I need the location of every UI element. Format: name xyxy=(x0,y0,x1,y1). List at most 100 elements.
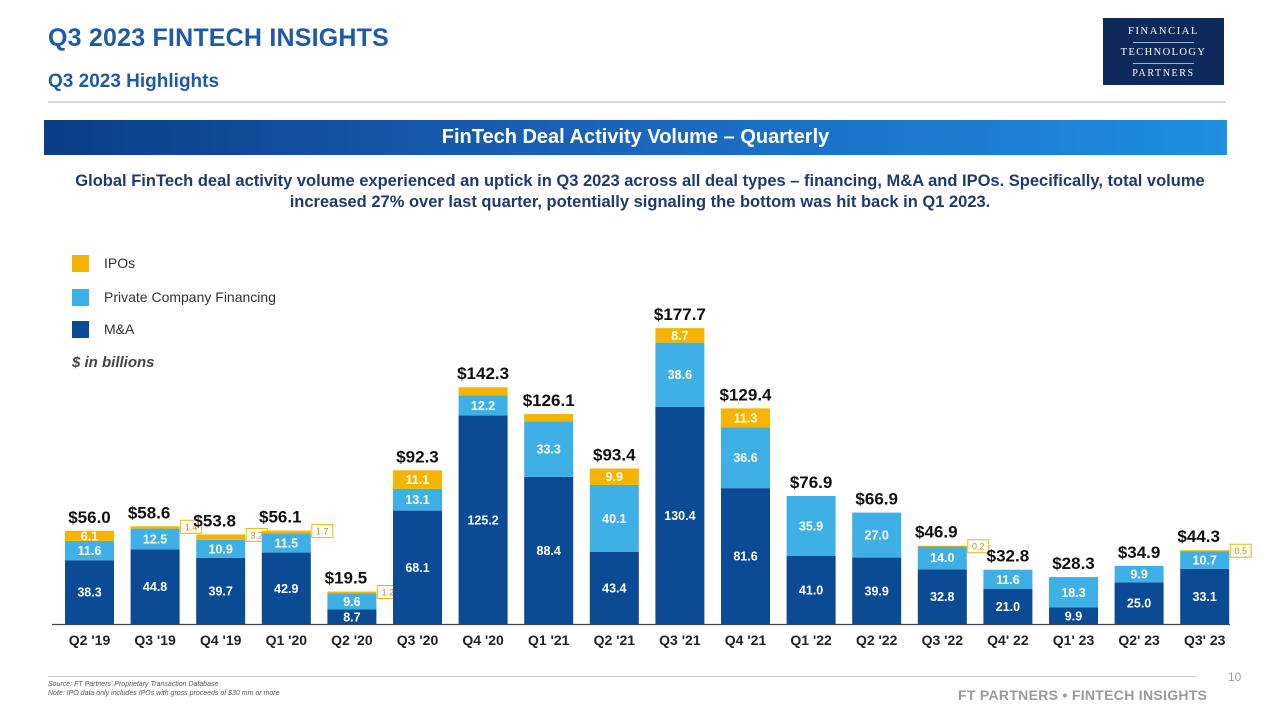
legend-label: Private Company Financing xyxy=(104,289,276,305)
total-label: $93.4 xyxy=(593,445,636,464)
ipo-callout-box xyxy=(967,539,990,554)
data-label-ipos: 0.2 xyxy=(972,542,985,552)
logo-rule xyxy=(1133,42,1194,43)
data-label-ma: 88.4 xyxy=(537,544,561,558)
logo-rule xyxy=(1133,63,1194,64)
total-label: $126.1 xyxy=(523,391,575,410)
legend-swatch-financing xyxy=(72,289,89,306)
data-label-ma: 32.8 xyxy=(930,590,954,604)
data-label-ma: 81.6 xyxy=(733,550,757,564)
data-label-ma: 33.1 xyxy=(1193,590,1217,604)
logo-line-2: TECHNOLOGY xyxy=(1120,47,1207,58)
total-label: $28.3 xyxy=(1052,554,1095,573)
bar-segment-financing xyxy=(261,533,311,553)
legend-label: IPOs xyxy=(104,255,136,271)
legend-label: M&A xyxy=(104,321,135,337)
bar-segment-ipos xyxy=(65,530,114,541)
bar-segment-ma xyxy=(393,510,442,624)
bar-segment-financing xyxy=(65,540,114,561)
x-tick-label: Q3 '19 xyxy=(134,632,176,648)
total-label: $76.9 xyxy=(790,473,833,492)
bar-segment-ipos xyxy=(130,526,180,529)
bar-segment-ma xyxy=(589,551,639,624)
source-note: Source: FT Partners' Proprietary Transac… xyxy=(48,680,280,698)
data-label-financing: 35.9 xyxy=(799,519,823,533)
bar-segment-financing xyxy=(327,593,377,610)
bar-segment-ma xyxy=(130,549,180,624)
bar-segment-ma xyxy=(524,476,574,624)
data-label-financing: 36.6 xyxy=(733,451,757,465)
data-label-ma: 21.0 xyxy=(996,600,1020,614)
bar-segment-ipos xyxy=(721,408,770,428)
data-label-ipos: 11.3 xyxy=(734,411,758,425)
ipo-callout-box xyxy=(311,524,334,539)
total-label: $44.3 xyxy=(1177,527,1220,546)
data-label-ipos: 3.2 xyxy=(250,530,263,540)
data-label-ma: 39.9 xyxy=(865,584,889,598)
data-label-ma: 25.0 xyxy=(1127,597,1151,611)
data-label-financing: 38.6 xyxy=(668,368,692,382)
data-label-financing: 11.6 xyxy=(996,573,1020,587)
chart-description: Global FinTech deal activity volume expe… xyxy=(75,172,1205,211)
x-tick-label: Q3 '22 xyxy=(922,632,964,648)
x-tick-label: Q4 '20 xyxy=(462,632,504,648)
ipo-callout-box xyxy=(180,519,203,534)
x-tick-label: Q1' 23 xyxy=(1053,632,1095,648)
bar-segment-financing xyxy=(1180,551,1230,569)
data-label-ma: 43.4 xyxy=(602,581,626,595)
ipo-callout-box xyxy=(1229,543,1252,558)
data-label-ma: 8.7 xyxy=(343,610,360,624)
bar-segment-ma xyxy=(65,560,114,624)
total-label: $58.6 xyxy=(128,503,171,522)
data-label-ma: 130.4 xyxy=(664,509,695,523)
bar-segment-ipos xyxy=(917,545,967,547)
data-label-financing: 13.1 xyxy=(405,493,429,507)
data-label-ma: 41.0 xyxy=(799,583,823,597)
x-tick-label: Q3 '21 xyxy=(659,632,701,648)
total-label: $32.8 xyxy=(987,547,1030,566)
bar-segment-ma xyxy=(917,569,967,624)
bar-segment-financing xyxy=(196,539,246,558)
bar-segment-ma xyxy=(1180,568,1230,624)
x-tick-label: Q2 '21 xyxy=(594,632,636,648)
bar-segment-financing xyxy=(917,546,967,570)
bar-segment-ma xyxy=(786,555,836,624)
data-label-financing: 12.5 xyxy=(143,533,167,547)
bar-segment-ipos xyxy=(327,591,377,594)
legend-swatch-ipos xyxy=(72,255,89,272)
data-label-ma: 125.2 xyxy=(467,513,498,527)
bar-segment-financing xyxy=(1114,565,1164,583)
data-label-ma: 38.3 xyxy=(77,586,101,600)
total-label: $34.9 xyxy=(1118,543,1161,562)
x-tick-label: Q2' 23 xyxy=(1118,632,1160,648)
bar-segment-financing xyxy=(786,495,836,556)
data-label-financing: 33.3 xyxy=(537,443,561,457)
bar-segment-financing xyxy=(524,421,574,477)
data-label-financing: 12.2 xyxy=(471,399,495,413)
data-label-financing: 27.0 xyxy=(865,529,889,543)
x-tick-label: Q3' 23 xyxy=(1184,632,1226,648)
bar-segment-ma xyxy=(1049,607,1098,624)
logo-line-1: FINANCIAL xyxy=(1128,26,1199,37)
bar-segment-ipos xyxy=(524,414,574,422)
data-label-financing: 40.1 xyxy=(602,512,626,526)
bar-segment-ma xyxy=(721,488,770,624)
data-label-ma: 39.7 xyxy=(209,584,233,598)
bar-segment-ma xyxy=(196,557,246,624)
logo-line-3: PARTNERS xyxy=(1132,68,1195,79)
note-line: Note: IPO data only includes IPOs with g… xyxy=(48,690,280,697)
bar-segment-financing xyxy=(393,488,442,511)
total-label: $56.0 xyxy=(68,508,111,527)
data-label-financing: 9.6 xyxy=(343,595,360,609)
total-label: $129.4 xyxy=(720,385,773,404)
x-tick-label: Q2 '19 xyxy=(69,632,111,648)
data-label-ipos: 1.7 xyxy=(316,527,329,537)
data-label-ma: 68.1 xyxy=(405,561,429,575)
footer-divider xyxy=(48,676,1196,677)
data-label-financing: 11.6 xyxy=(78,544,102,558)
page-number: 10 xyxy=(1228,670,1242,684)
data-label-ma: 42.9 xyxy=(274,582,298,596)
total-label: $56.1 xyxy=(259,508,302,527)
x-tick-label: Q4 '21 xyxy=(725,632,767,648)
